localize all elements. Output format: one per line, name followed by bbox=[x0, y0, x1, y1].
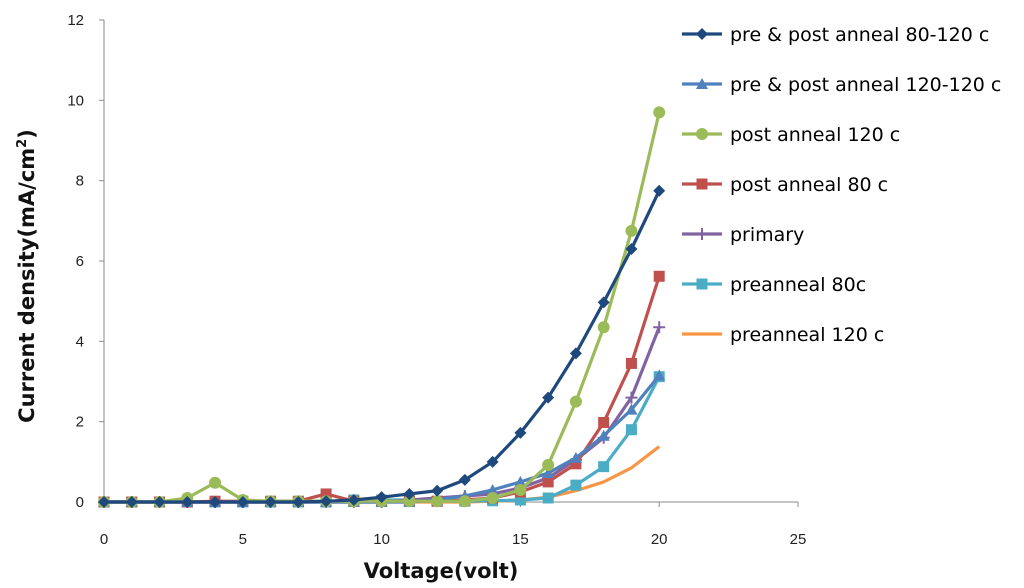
data-point bbox=[542, 476, 554, 488]
data-point bbox=[542, 467, 555, 479]
data-point bbox=[486, 491, 499, 504]
data-point bbox=[236, 496, 249, 508]
data-point bbox=[514, 426, 527, 439]
legend-item-preanneal-80c: preanneal 80c bbox=[682, 274, 866, 296]
data-point bbox=[431, 495, 444, 508]
x-tick-label: 25 bbox=[790, 531, 807, 548]
data-point bbox=[625, 403, 638, 415]
data-point bbox=[209, 496, 222, 508]
data-point bbox=[542, 492, 554, 504]
data-point bbox=[320, 495, 333, 508]
data-point bbox=[403, 487, 416, 500]
series-line bbox=[104, 112, 661, 504]
data-point bbox=[625, 242, 638, 255]
data-point bbox=[653, 106, 666, 119]
legend-label: preanneal 120 c bbox=[730, 324, 884, 346]
data-point bbox=[431, 484, 444, 497]
x-tick-label: 10 bbox=[373, 531, 390, 548]
axis-ticks: 0 5 10 15 20 25 0 2 4 6 8 10 12 bbox=[67, 12, 806, 548]
data-point bbox=[542, 391, 555, 404]
data-point bbox=[486, 455, 499, 468]
data-point bbox=[486, 483, 499, 495]
data-point bbox=[514, 494, 526, 506]
data-point bbox=[514, 483, 527, 496]
legend-label: post anneal 120 c bbox=[730, 124, 900, 146]
data-point bbox=[653, 270, 665, 282]
legend-item-primary: primary bbox=[682, 224, 804, 246]
data-point bbox=[98, 496, 110, 508]
y-tick-label: 6 bbox=[76, 253, 84, 270]
data-point bbox=[514, 475, 527, 487]
y-tick-label: 10 bbox=[67, 92, 84, 109]
legend-label: pre & post anneal 120-120 c bbox=[730, 74, 1001, 96]
data-point bbox=[403, 495, 416, 508]
legend-item-post-anneal-80-c: post anneal 80 c bbox=[682, 174, 888, 196]
legend-item-preanneal-120-c: preanneal 120 c bbox=[682, 324, 884, 346]
y-tick-label: 2 bbox=[76, 414, 84, 431]
data-point bbox=[264, 496, 277, 508]
data-point bbox=[625, 224, 638, 237]
legend-swatch-marker bbox=[696, 78, 708, 89]
data-point bbox=[153, 496, 166, 508]
y-axis-title-main: Current density(mA/cm bbox=[15, 148, 39, 423]
data-point bbox=[625, 357, 637, 369]
series-pre-post-anneal-80-120-c bbox=[98, 184, 666, 508]
legend-label: post anneal 80 c bbox=[730, 174, 888, 196]
legend-item-post-anneal-120-c: post anneal 120 c bbox=[682, 124, 900, 146]
data-point bbox=[625, 424, 637, 436]
data-point bbox=[320, 488, 332, 500]
y-axis-title: Current density(mA/cm2) bbox=[15, 129, 39, 423]
data-point bbox=[181, 496, 194, 508]
legend-swatch-marker bbox=[696, 28, 708, 40]
legend-item-pre-post-anneal-120-120-c: pre & post anneal 120-120 c bbox=[682, 74, 1001, 96]
data-point bbox=[542, 459, 555, 472]
data-point bbox=[292, 496, 305, 508]
data-point bbox=[569, 451, 582, 463]
data-point bbox=[375, 491, 388, 504]
data-point bbox=[653, 321, 666, 334]
data-point bbox=[570, 458, 582, 470]
legend-label: pre & post anneal 80-120 c bbox=[730, 24, 989, 46]
data-point bbox=[598, 461, 610, 473]
data-point bbox=[458, 473, 471, 486]
x-tick-label: 15 bbox=[512, 531, 529, 548]
legend-swatch-marker bbox=[696, 228, 708, 240]
x-tick-label: 20 bbox=[651, 531, 668, 548]
data-point bbox=[569, 395, 582, 408]
legend-item-pre-post-anneal-80-120-c: pre & post anneal 80-120 c bbox=[682, 24, 989, 46]
plot-area: 0 5 10 15 20 25 0 2 4 6 8 10 12 bbox=[67, 12, 806, 548]
y-tick-label: 8 bbox=[76, 173, 84, 190]
legend-label: preanneal 80c bbox=[730, 274, 866, 296]
y-axis-title-superscript: 2 bbox=[15, 139, 30, 148]
data-point bbox=[653, 184, 666, 197]
legend-swatch-marker bbox=[696, 278, 708, 290]
y-axis-title-close: ) bbox=[15, 129, 39, 139]
data-point bbox=[598, 416, 610, 428]
data-point bbox=[209, 476, 222, 489]
series-layer bbox=[98, 106, 666, 508]
data-point bbox=[347, 493, 360, 506]
data-point bbox=[570, 479, 582, 491]
legend: pre & post anneal 80-120 c pre & post ann… bbox=[682, 24, 1001, 346]
data-point bbox=[125, 496, 138, 508]
data-point bbox=[597, 429, 610, 441]
y-tick-label: 4 bbox=[76, 333, 84, 350]
legend-swatch-marker bbox=[696, 178, 708, 190]
y-tick-label: 12 bbox=[67, 12, 84, 29]
data-point bbox=[597, 321, 610, 334]
data-point bbox=[569, 347, 582, 360]
x-axis-title: Voltage(volt) bbox=[364, 559, 519, 583]
series-post-anneal-120-c bbox=[98, 106, 666, 508]
data-point bbox=[625, 391, 638, 404]
y-tick-label: 0 bbox=[76, 494, 84, 511]
data-point bbox=[653, 369, 666, 381]
legend-label: primary bbox=[730, 224, 804, 246]
x-tick-label: 0 bbox=[100, 531, 108, 548]
data-point bbox=[458, 495, 471, 508]
legend-swatch-marker bbox=[696, 128, 708, 140]
data-point bbox=[597, 296, 610, 309]
x-tick-label: 5 bbox=[239, 531, 247, 548]
